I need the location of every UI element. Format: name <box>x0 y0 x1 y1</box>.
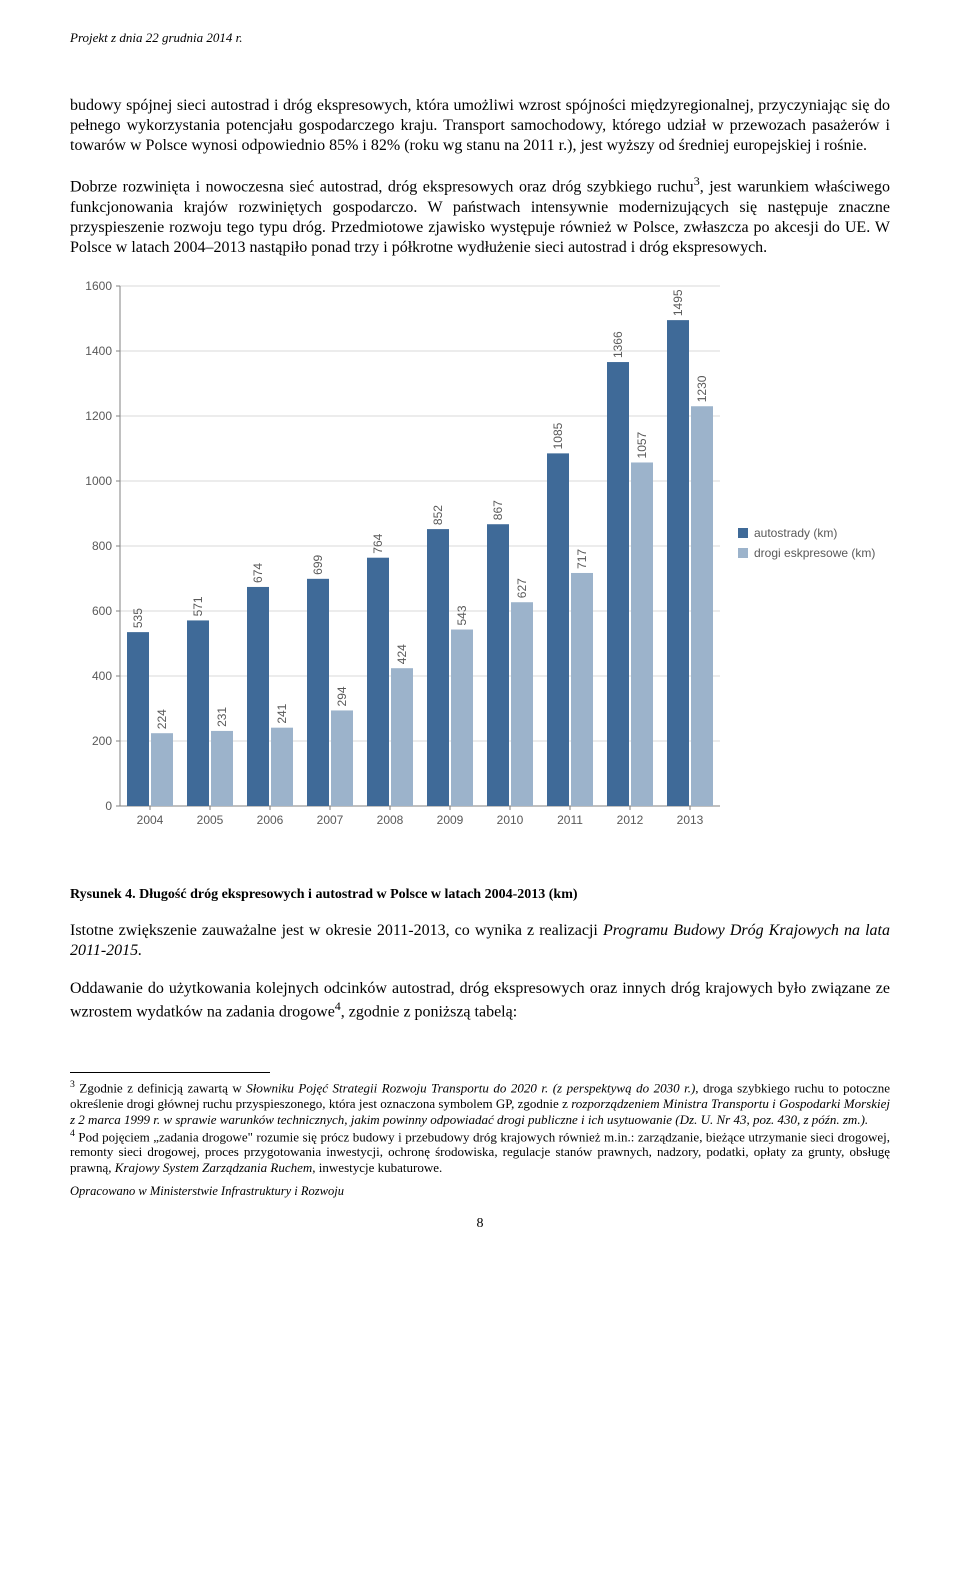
svg-text:800: 800 <box>92 539 112 553</box>
footnote-3: 3 Zgodnie z definicją zawartą w Słowniku… <box>70 1079 890 1127</box>
svg-text:535: 535 <box>131 607 145 627</box>
svg-text:1057: 1057 <box>635 431 649 458</box>
svg-text:1400: 1400 <box>85 344 112 358</box>
bar-chart-svg: 0 200 400 600 800 1000 1200 1400 1600 2004 535 224 2… <box>70 276 890 836</box>
bar-chart: 0 200 400 600 800 1000 1200 1400 1600 2004 535 224 2… <box>70 276 890 836</box>
svg-text:drogi eskpresowe (km): drogi eskpresowe (km) <box>754 546 875 560</box>
svg-text:717: 717 <box>575 548 589 568</box>
paragraph-4-b: , zgodnie z poniższą tabelą: <box>341 1003 517 1020</box>
svg-text:571: 571 <box>191 596 205 616</box>
svg-text:0: 0 <box>105 799 112 813</box>
svg-text:1600: 1600 <box>85 279 112 293</box>
svg-text:1495: 1495 <box>671 289 685 316</box>
page-number: 8 <box>70 1215 890 1233</box>
figure-caption: Rysunek 4. Długość dróg ekspresowych i a… <box>70 886 890 904</box>
svg-text:424: 424 <box>395 643 409 663</box>
svg-text:2012: 2012 <box>617 813 644 827</box>
svg-text:1085: 1085 <box>551 422 565 449</box>
svg-text:1230: 1230 <box>695 375 709 402</box>
svg-text:600: 600 <box>92 604 112 618</box>
header-note: Projekt z dnia 22 grudnia 2014 r. <box>70 30 890 46</box>
footnote-4-b: Krajowy System Zarządzania Ruchem <box>115 1160 313 1175</box>
svg-text:543: 543 <box>455 605 469 625</box>
svg-text:200: 200 <box>92 734 112 748</box>
svg-text:2011: 2011 <box>557 813 583 827</box>
paragraph-3-a: Istotne zwiększenie zauważalne jest w ok… <box>70 922 603 939</box>
svg-text:2005: 2005 <box>197 813 224 827</box>
paragraph-4: Oddawanie do użytkowania kolejnych odcin… <box>70 979 890 1022</box>
svg-text:2008: 2008 <box>377 813 404 827</box>
svg-text:231: 231 <box>215 706 229 726</box>
svg-text:699: 699 <box>311 554 325 574</box>
paragraph-2: Dobrze rozwinięta i nowoczesna sieć auto… <box>70 174 890 257</box>
paragraph-1: budowy spójnej sieci autostrad i dróg ek… <box>70 96 890 156</box>
paragraph-3: Istotne zwiększenie zauważalne jest w ok… <box>70 921 890 961</box>
footnote-4-c: , inwestycje kubaturowe. <box>312 1160 442 1175</box>
svg-text:2006: 2006 <box>257 813 284 827</box>
svg-text:627: 627 <box>515 577 529 597</box>
paragraph-2-a: Dobrze rozwinięta i nowoczesna sieć auto… <box>70 179 694 196</box>
svg-text:2010: 2010 <box>497 813 524 827</box>
footnote-3-a: Zgodnie z definicją zawartą w <box>75 1081 246 1096</box>
svg-text:2004: 2004 <box>137 813 164 827</box>
svg-text:867: 867 <box>491 499 505 519</box>
svg-text:852: 852 <box>431 504 445 524</box>
svg-text:2007: 2007 <box>317 813 344 827</box>
svg-text:2009: 2009 <box>437 813 464 827</box>
svg-text:1200: 1200 <box>85 409 112 423</box>
svg-text:294: 294 <box>335 686 349 706</box>
svg-text:674: 674 <box>251 562 265 582</box>
footer-note: Opracowano w Ministerstwie Infrastruktur… <box>70 1184 890 1200</box>
svg-text:1000: 1000 <box>85 474 112 488</box>
footnote-3-b: Słowniku Pojęć Strategii Rozwoju Transpo… <box>246 1081 695 1096</box>
svg-text:764: 764 <box>371 533 385 553</box>
svg-text:autostrady (km): autostrady (km) <box>754 526 837 540</box>
footnote-separator <box>70 1072 270 1073</box>
svg-text:224: 224 <box>155 708 169 728</box>
svg-text:2013: 2013 <box>677 813 704 827</box>
footnote-4: 4 Pod pojęciem „zadania drogowe" rozumie… <box>70 1128 890 1176</box>
svg-text:400: 400 <box>92 669 112 683</box>
svg-text:241: 241 <box>275 703 289 723</box>
svg-text:1366: 1366 <box>611 331 625 358</box>
